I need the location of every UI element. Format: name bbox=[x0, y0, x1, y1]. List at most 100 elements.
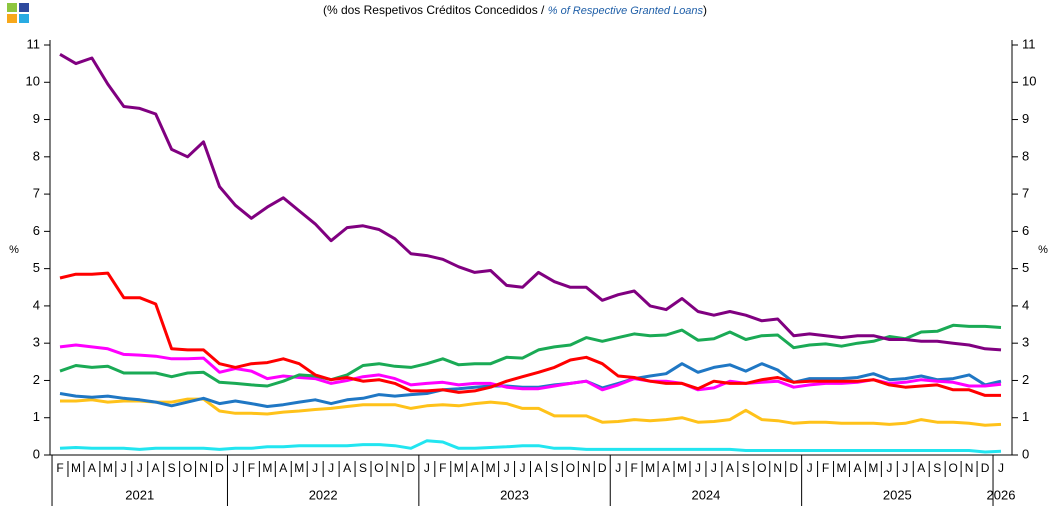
chart-subtitle: (% dos Respetivos Créditos Concedidos / … bbox=[323, 3, 707, 17]
x-tick-label: J bbox=[695, 461, 701, 475]
x-tick-label: O bbox=[757, 461, 766, 475]
x-tick-label: A bbox=[853, 461, 861, 475]
series-line bbox=[59, 323, 1002, 388]
y-tick-label: 10 bbox=[26, 74, 40, 89]
x-tick-label: D bbox=[407, 461, 416, 475]
x-tick-label: J bbox=[232, 461, 238, 475]
series-line bbox=[59, 271, 1001, 397]
x-tick-label: J bbox=[137, 461, 143, 475]
y-axis-label: % bbox=[9, 244, 19, 256]
year-label: 2021 bbox=[125, 487, 154, 502]
year-label: 2024 bbox=[691, 487, 720, 502]
x-tick-label: J bbox=[615, 461, 621, 475]
x-tick-label: A bbox=[662, 461, 670, 475]
x-tick-label: A bbox=[343, 461, 351, 475]
x-tick-label: F bbox=[248, 461, 255, 475]
y-tick-label: 8 bbox=[33, 148, 40, 163]
y-tick-label: 6 bbox=[33, 223, 40, 238]
x-tick-label: D bbox=[981, 461, 990, 475]
y2-axis-label: % bbox=[1038, 244, 1048, 256]
y2-tick-label: 11 bbox=[1022, 36, 1036, 51]
x-tick-label: M bbox=[262, 461, 272, 475]
x-tick-label: J bbox=[520, 461, 526, 475]
x-tick-label: A bbox=[471, 461, 479, 475]
series-line bbox=[59, 53, 1002, 352]
x-tick-label: M bbox=[294, 461, 304, 475]
x-tick-label: M bbox=[837, 461, 847, 475]
y-tick-label: 1 bbox=[33, 409, 40, 424]
x-tick-label: S bbox=[933, 461, 941, 475]
series-line bbox=[60, 397, 1002, 427]
y-tick-label: 2 bbox=[33, 372, 40, 387]
x-tick-label: M bbox=[71, 461, 81, 475]
x-tick-label: J bbox=[902, 461, 908, 475]
subtitle-end: ) bbox=[703, 3, 707, 17]
y-tick-label: 9 bbox=[33, 111, 40, 126]
year-label: 2025 bbox=[883, 487, 912, 502]
x-tick-label: F bbox=[439, 461, 446, 475]
y2-tick-label: 0 bbox=[1022, 446, 1029, 461]
y2-tick-label: 2 bbox=[1022, 372, 1029, 387]
x-tick-label: S bbox=[742, 461, 750, 475]
x-tick-label: A bbox=[726, 461, 734, 475]
y2-tick-label: 5 bbox=[1022, 260, 1029, 275]
x-tick-label: J bbox=[328, 461, 334, 475]
x-tick-label: O bbox=[374, 461, 383, 475]
x-tick-label: S bbox=[168, 461, 176, 475]
x-tick-label: O bbox=[183, 461, 192, 475]
x-tick-label: F bbox=[822, 461, 829, 475]
x-tick-label: M bbox=[454, 461, 464, 475]
y2-tick-label: 10 bbox=[1022, 74, 1036, 89]
y2-tick-label: 7 bbox=[1022, 186, 1029, 201]
y2-tick-label: 1 bbox=[1022, 409, 1029, 424]
x-tick-label: D bbox=[789, 461, 798, 475]
x-tick-label: M bbox=[486, 461, 496, 475]
y2-tick-label: 8 bbox=[1022, 148, 1029, 163]
y2-tick-label: 9 bbox=[1022, 111, 1029, 126]
year-label: 2022 bbox=[309, 487, 338, 502]
series-line bbox=[59, 439, 1002, 454]
x-tick-label: O bbox=[948, 461, 957, 475]
year-label: 2023 bbox=[500, 487, 529, 502]
x-tick-label: N bbox=[199, 461, 208, 475]
y2-tick-label: 3 bbox=[1022, 335, 1029, 350]
y2-tick-label: 6 bbox=[1022, 223, 1029, 238]
y-tick-label: 11 bbox=[27, 36, 41, 51]
x-tick-label: D bbox=[215, 461, 224, 475]
series-line bbox=[59, 343, 1002, 392]
x-tick-label: J bbox=[121, 461, 127, 475]
x-tick-label: A bbox=[534, 461, 542, 475]
series-line bbox=[59, 362, 1002, 408]
y-tick-label: 5 bbox=[33, 260, 40, 275]
x-tick-label: N bbox=[582, 461, 591, 475]
subtitle-en: % of Respective Granted Loans bbox=[548, 5, 704, 17]
x-tick-label: J bbox=[312, 461, 318, 475]
x-tick-label: A bbox=[152, 461, 160, 475]
y-tick-label: 7 bbox=[33, 186, 40, 201]
y-tick-label: 0 bbox=[33, 446, 40, 461]
x-tick-label: J bbox=[886, 461, 892, 475]
x-tick-label: J bbox=[998, 461, 1004, 475]
y-tick-label: 3 bbox=[33, 335, 40, 350]
x-tick-label: M bbox=[645, 461, 655, 475]
x-tick-label: J bbox=[424, 461, 430, 475]
x-tick-label: S bbox=[550, 461, 558, 475]
logo bbox=[7, 3, 29, 23]
y-tick-label: 4 bbox=[33, 297, 40, 312]
year-label: 2026 bbox=[987, 487, 1016, 502]
x-tick-label: N bbox=[391, 461, 400, 475]
x-tick-label: O bbox=[566, 461, 575, 475]
x-tick-label: N bbox=[965, 461, 974, 475]
subtitle-pt: (% dos Respetivos Créditos Concedidos / bbox=[323, 3, 548, 17]
x-tick-label: M bbox=[868, 461, 878, 475]
x-tick-label: M bbox=[677, 461, 687, 475]
y2-tick-label: 4 bbox=[1022, 297, 1029, 312]
x-tick-label: S bbox=[359, 461, 367, 475]
x-tick-label: J bbox=[711, 461, 717, 475]
x-tick-label: A bbox=[917, 461, 925, 475]
x-tick-label: N bbox=[773, 461, 782, 475]
x-tick-label: F bbox=[56, 461, 63, 475]
x-tick-label: M bbox=[103, 461, 113, 475]
x-tick-label: J bbox=[807, 461, 813, 475]
